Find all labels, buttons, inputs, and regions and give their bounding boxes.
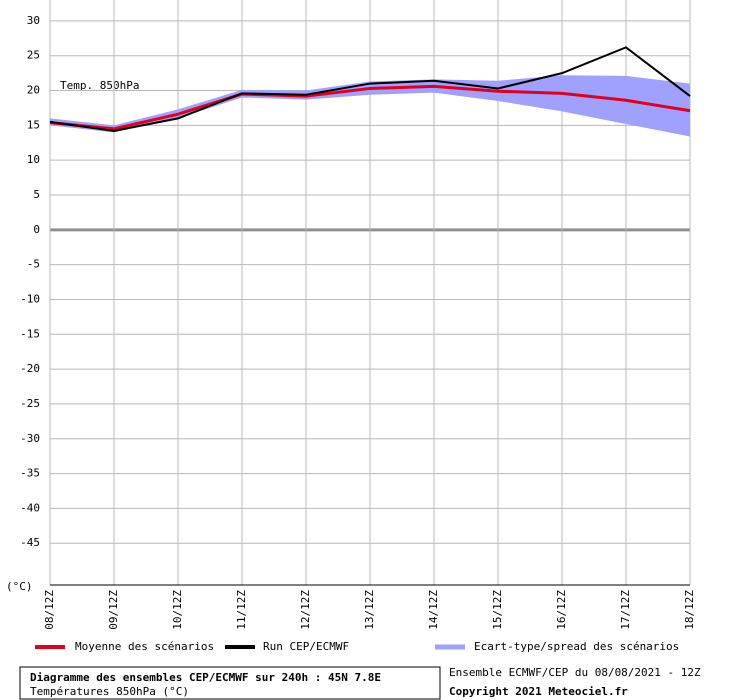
- footer-box: [19, 666, 441, 700]
- legend-label: Ecart-type/spread des scénarios: [474, 640, 679, 653]
- y-tick-label: -5: [27, 258, 40, 271]
- y-tick-label: -45: [20, 536, 40, 549]
- y-tick-label: 25: [27, 49, 40, 62]
- y-tick-label: 15: [27, 118, 40, 131]
- x-tick-label: 18/12Z: [683, 590, 696, 630]
- y-unit: (°C): [6, 580, 33, 593]
- y-tick-label: 20: [27, 84, 40, 97]
- x-tick-label: 10/12Z: [171, 590, 184, 630]
- source: Ensemble ECMWF/CEP du 08/08/2021 - 12Z: [449, 666, 701, 679]
- series-line: [49, 84, 691, 131]
- annotation: Temp. 850hPa: [60, 79, 139, 92]
- y-tick-label: -20: [20, 362, 40, 375]
- y-tick-label: -35: [20, 467, 40, 480]
- series-line: [49, 46, 691, 132]
- x-tick-label: 16/12Z: [555, 590, 568, 630]
- y-tick-label: 10: [27, 153, 40, 166]
- spread-band: [50, 75, 690, 137]
- y-tick-label: 5: [33, 188, 40, 201]
- x-tick-label: 15/12Z: [491, 590, 504, 630]
- y-tick-label: -25: [20, 397, 40, 410]
- x-tick-label: 09/12Z: [107, 590, 120, 630]
- y-tick-label: -15: [20, 327, 40, 340]
- subtitle: Températures 850hPa (°C): [30, 685, 189, 698]
- y-tick-label: -40: [20, 501, 40, 514]
- x-tick-label: 12/12Z: [299, 590, 312, 630]
- legend-label: Run CEP/ECMWF: [263, 640, 349, 653]
- x-tick-label: 14/12Z: [427, 590, 440, 630]
- y-tick-label: -30: [20, 432, 40, 445]
- chart-title: Diagramme des ensembles CEP/ECMWF sur 24…: [30, 671, 381, 684]
- legend-label: Moyenne des scénarios: [75, 640, 214, 653]
- y-tick-label: 0: [33, 223, 40, 236]
- copyright: Copyright 2021 Meteociel.fr: [449, 685, 628, 698]
- x-tick-label: 17/12Z: [619, 590, 632, 630]
- x-tick-label: 08/12Z: [43, 590, 56, 630]
- x-tick-label: 11/12Z: [235, 590, 248, 630]
- y-tick-label: -10: [20, 292, 40, 305]
- y-tick-label: 30: [27, 14, 40, 27]
- x-tick-label: 13/12Z: [363, 590, 376, 630]
